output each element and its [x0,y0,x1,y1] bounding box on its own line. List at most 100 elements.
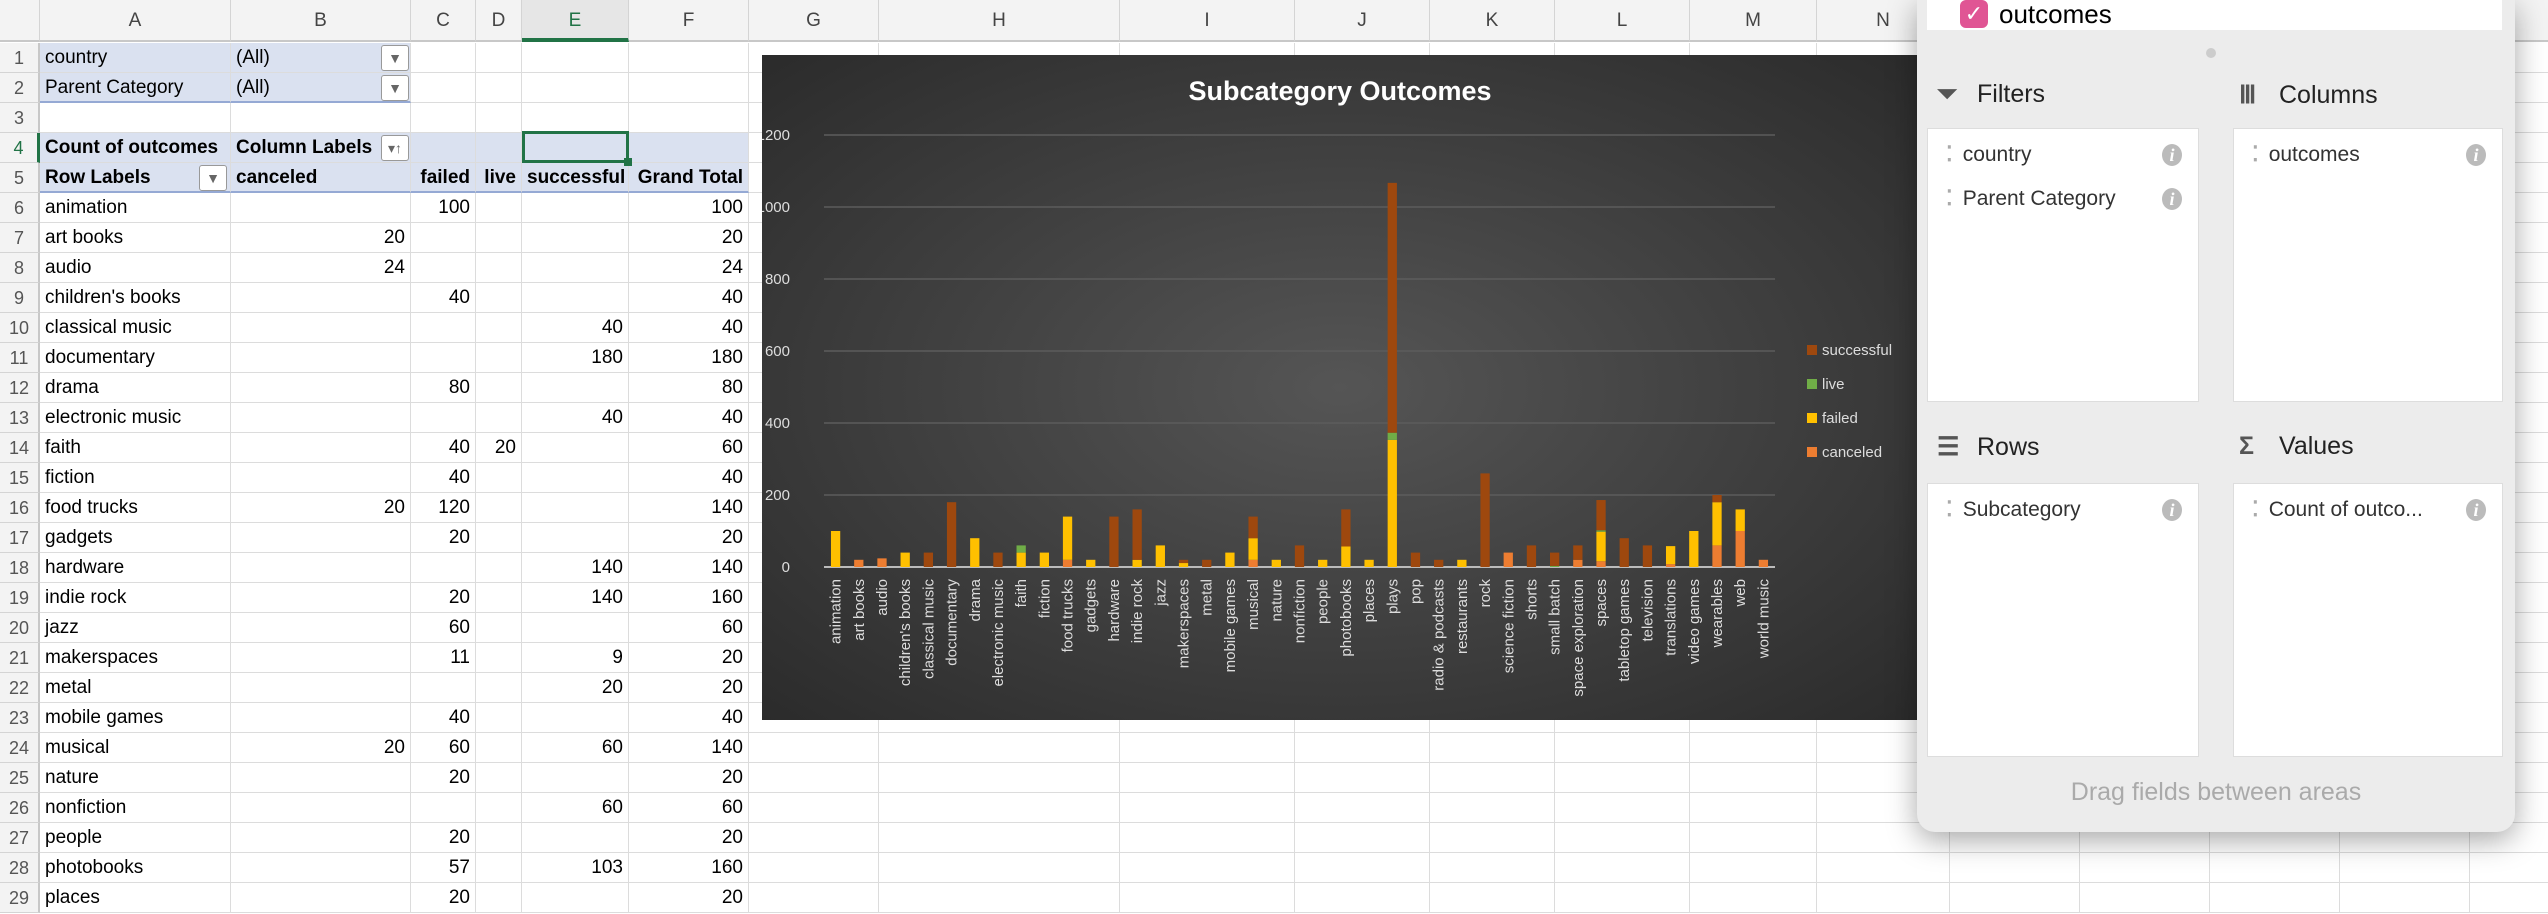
row-header-4[interactable]: 4 [0,133,40,163]
cell[interactable] [1690,823,1817,853]
cell[interactable] [476,643,522,673]
row-header-6[interactable]: 6 [0,193,40,223]
cell[interactable] [1690,763,1817,793]
cell[interactable] [411,73,476,103]
pivot-value[interactable]: 160 [629,583,749,613]
cell[interactable] [231,883,411,913]
cell[interactable] [1430,883,1555,913]
cell[interactable] [2080,853,2210,883]
cell[interactable] [1430,763,1555,793]
cell[interactable] [411,133,476,163]
pivot-value[interactable]: 20 [629,883,749,913]
filter-label[interactable]: Parent Category [40,73,231,103]
row-labels-filter-button[interactable]: ▼ [199,165,227,191]
pivot-row-label[interactable]: art books [40,223,231,253]
pivot-row-label[interactable]: mobile games [40,703,231,733]
cell[interactable] [1950,853,2080,883]
pivot-value[interactable]: 20 [629,673,749,703]
pivot-value[interactable]: 9 [522,643,629,673]
cell[interactable] [522,703,629,733]
row-header-8[interactable]: 8 [0,253,40,283]
subcategory-outcomes-chart[interactable]: Subcategory Outcomes 0 200 400 600 800 1000 120… [762,55,1918,720]
row-header-14[interactable]: 14 [0,433,40,463]
cell[interactable] [476,823,522,853]
cell[interactable] [476,283,522,313]
row-header-17[interactable]: 17 [0,523,40,553]
pivot-value[interactable]: 24 [231,253,411,283]
info-icon[interactable]: i [2162,144,2182,166]
cell[interactable] [476,103,522,133]
pivot-value[interactable]: 40 [629,313,749,343]
cell[interactable] [2340,883,2470,913]
cell[interactable] [476,463,522,493]
cell[interactable] [2470,853,2548,883]
info-icon[interactable]: i [2162,188,2182,210]
cell[interactable] [522,223,629,253]
cell[interactable] [749,733,879,763]
row-header-23[interactable]: 23 [0,703,40,733]
cell[interactable] [522,523,629,553]
resize-handle[interactable] [2206,48,2216,58]
pivot-value[interactable]: 40 [411,433,476,463]
cell[interactable] [476,313,522,343]
column-header-L[interactable]: L [1555,0,1690,42]
cell[interactable] [2080,883,2210,913]
cell[interactable] [1295,763,1430,793]
row-field-subcategory[interactable]: ⁚ Subcategory i [1946,497,2216,522]
cell[interactable] [411,793,476,823]
row-header-24[interactable]: 24 [0,733,40,763]
pivot-value[interactable]: 20 [629,763,749,793]
cell[interactable] [231,823,411,853]
cell[interactable] [411,553,476,583]
cell[interactable] [476,793,522,823]
pivot-row-label[interactable]: indie rock [40,583,231,613]
cell[interactable] [476,343,522,373]
cell[interactable] [522,613,629,643]
pivot-row-label[interactable]: faith [40,433,231,463]
cell[interactable] [1430,733,1555,763]
pivot-value[interactable]: 60 [411,733,476,763]
pivot-value[interactable]: 40 [629,463,749,493]
pivot-value[interactable]: 120 [411,493,476,523]
cell[interactable] [476,703,522,733]
cell[interactable] [1690,883,1817,913]
cell[interactable] [231,613,411,643]
cell[interactable] [411,673,476,703]
cell[interactable] [522,823,629,853]
pivot-row-label[interactable]: drama [40,373,231,403]
row-header-5[interactable]: 5 [0,163,40,193]
column-header-F[interactable]: F [629,0,749,42]
pivot-value[interactable]: 40 [522,403,629,433]
cell[interactable] [476,373,522,403]
pivot-value[interactable]: 140 [522,553,629,583]
pivot-row-label[interactable]: food trucks [40,493,231,523]
column-header-G[interactable]: G [749,0,879,42]
cell[interactable] [1555,763,1690,793]
filter-dropdown-button[interactable]: ▼ [381,75,409,101]
cell[interactable] [40,103,231,133]
pivot-value[interactable]: 20 [629,823,749,853]
cell[interactable] [879,793,1120,823]
cell[interactable] [1555,793,1690,823]
column-header-K[interactable]: K [1430,0,1555,42]
pivot-row-label[interactable]: nonfiction [40,793,231,823]
columns-area[interactable]: ⁚ outcomes i [2233,128,2503,402]
pivot-value[interactable]: 60 [629,793,749,823]
pivot-value[interactable]: 180 [522,343,629,373]
pivot-value[interactable]: 160 [629,853,749,883]
row-header-22[interactable]: 22 [0,673,40,703]
pivot-value[interactable]: 20 [411,763,476,793]
cell[interactable] [879,733,1120,763]
cell[interactable] [411,223,476,253]
cell[interactable] [1295,823,1430,853]
cell[interactable] [2470,823,2548,853]
pivot-value[interactable]: 103 [522,853,629,883]
cell[interactable] [1555,853,1690,883]
cell[interactable] [476,673,522,703]
cell[interactable] [231,553,411,583]
cell[interactable] [522,283,629,313]
cell[interactable] [476,553,522,583]
filter-field-country[interactable]: ⁚ country i [1946,142,2216,167]
cell[interactable] [476,613,522,643]
cell[interactable] [629,133,749,163]
